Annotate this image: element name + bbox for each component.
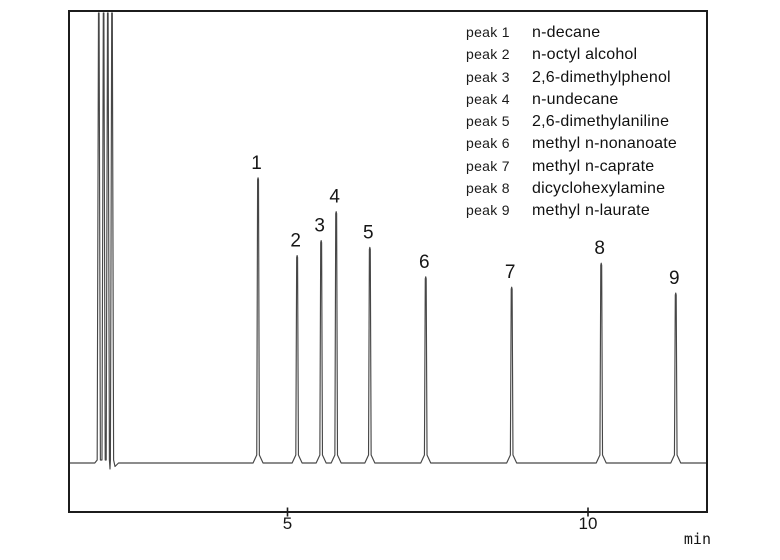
legend-peak-id: peak 1 bbox=[466, 24, 510, 40]
peak-number-label: 7 bbox=[505, 262, 516, 283]
legend-compound-name: 2,6-dimethylaniline bbox=[532, 113, 670, 131]
legend-peak-id: peak 9 bbox=[466, 202, 510, 219]
legend-compound-name: n-octyl alcohol bbox=[532, 46, 638, 64]
plot-frame bbox=[68, 10, 708, 513]
legend-row: peak 6 methyl n-nonanoate bbox=[466, 132, 677, 154]
peak-number-label: 5 bbox=[363, 222, 374, 243]
legend-row: peak 1 n-decane bbox=[466, 21, 677, 43]
peak-number-label: 3 bbox=[314, 216, 325, 237]
peak-number-label: 4 bbox=[329, 187, 340, 208]
legend-compound-name: methyl n-nonanoate bbox=[532, 135, 678, 153]
legend-compound-name: n-undecane bbox=[532, 90, 619, 108]
legend-peak-id: peak 3 bbox=[466, 68, 510, 85]
legend-peak-id: peak 6 bbox=[466, 135, 510, 152]
chromatogram-trace bbox=[69, 12, 707, 470]
legend-peak-id: peak 8 bbox=[466, 180, 510, 197]
legend-row: peak 5 2,6-dimethylaniline bbox=[466, 110, 677, 132]
peak-legend: peak 1 n-decane peak 2 n-octyl alcohol peak … bbox=[466, 21, 677, 222]
peak-number-label: 9 bbox=[669, 268, 680, 289]
legend-peak-id: peak 7 bbox=[466, 157, 510, 174]
legend-peak-id: peak 4 bbox=[466, 90, 510, 107]
legend-row: peak 9 methyl n-laurate bbox=[466, 199, 677, 221]
legend-compound-name: methyl n-caprate bbox=[532, 157, 655, 175]
peak-number-label: 8 bbox=[594, 238, 605, 259]
legend-compound-name: 2,6-dimethylphenol bbox=[532, 68, 671, 86]
x-axis-unit-label: min bbox=[684, 530, 711, 548]
legend-row: peak 4 n-undecane bbox=[466, 88, 677, 110]
legend-row: peak 3 2,6-dimethylphenol bbox=[466, 66, 677, 88]
legend-peak-id: peak 2 bbox=[466, 46, 510, 63]
legend-compound-name: n-decane bbox=[532, 24, 601, 41]
legend-compound-name: dicyclohexylamine bbox=[532, 180, 666, 198]
peak-number-label: 6 bbox=[419, 252, 430, 273]
legend-peak-id: peak 5 bbox=[466, 113, 510, 130]
legend-row: peak 2 n-octyl alcohol bbox=[466, 43, 677, 65]
x-axis-tick-label: 10 bbox=[579, 514, 598, 533]
legend-compound-name: methyl n-laurate bbox=[532, 202, 650, 220]
peak-number-label: 1 bbox=[251, 153, 262, 174]
legend-row: peak 7 methyl n-caprate bbox=[466, 155, 677, 177]
legend-row: peak 8 dicyclohexylamine bbox=[466, 177, 677, 199]
peak-number-label: 2 bbox=[290, 231, 301, 252]
x-axis-tick-label: 5 bbox=[283, 514, 292, 533]
